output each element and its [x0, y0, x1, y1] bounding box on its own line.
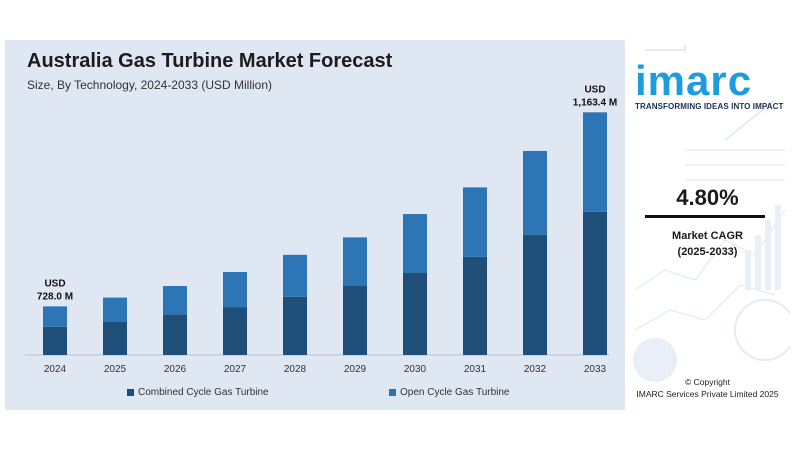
imarc-logo: imarc: [635, 57, 753, 104]
annotation-value-2024: 728.0 M: [37, 291, 73, 302]
infographic-panel: Australia Gas Turbine Market Forecast Si…: [5, 40, 790, 410]
legend-item-combined-cycle: Combined Cycle Gas Turbine: [127, 387, 269, 398]
x-tick-label-2024: 2024: [44, 364, 67, 375]
x-tick-label-2033: 2033: [584, 364, 607, 375]
bar-open-cycle-2032: [523, 150, 547, 235]
bar-open-cycle-2026: [163, 286, 187, 315]
cagr-label: Market CAGR (2025-2033): [625, 228, 790, 260]
copyright-line: © Copyright: [684, 377, 730, 387]
x-tick-label-2027: 2027: [224, 364, 247, 375]
bar-combined-cycle-2027: [223, 307, 247, 355]
x-tick-label-2031: 2031: [464, 364, 487, 375]
annotation-unit-2033: USD: [584, 84, 605, 95]
bar-combined-cycle-2033: [583, 211, 607, 355]
cagr-divider: [645, 215, 765, 218]
annotation-unit-2024: USD: [44, 278, 65, 289]
bar-open-cycle-2030: [403, 214, 427, 273]
chart-title: Australia Gas Turbine Market Forecast: [27, 50, 393, 72]
bar-combined-cycle-2028: [283, 296, 307, 355]
bar-combined-cycle-2025: [103, 321, 127, 355]
x-tick-label-2032: 2032: [524, 364, 547, 375]
bar-combined-cycle-2026: [163, 314, 187, 355]
bar-combined-cycle-2032: [523, 234, 547, 355]
copyright-owner: IMARC Services Private Limited 2025: [636, 389, 779, 399]
bar-open-cycle-2027: [223, 271, 247, 308]
legend-item-open-cycle: Open Cycle Gas Turbine: [389, 387, 510, 398]
chart-area: Australia Gas Turbine Market Forecast Si…: [5, 40, 625, 410]
logo-tagline: TRANSFORMING IDEAS INTO IMPACT: [635, 102, 784, 111]
bar-chart: 2024 2025 2026 2027 2028 2029 2030 2031 2032 2033…: [25, 84, 617, 375]
bar-combined-cycle-2024: [43, 326, 67, 355]
bar-open-cycle-2025: [103, 297, 127, 322]
x-tick-label-2028: 2028: [284, 364, 307, 375]
bar-open-cycle-2029: [343, 237, 367, 287]
copyright: © Copyright IMARC Services Private Limit…: [625, 376, 790, 400]
x-tick-label-2029: 2029: [344, 364, 367, 375]
bar-combined-cycle-2029: [343, 286, 367, 355]
bar-open-cycle-2033: [583, 112, 607, 212]
x-tick-label-2025: 2025: [104, 364, 127, 375]
bar-open-cycle-2031: [463, 187, 487, 257]
chart-subtitle: Size, By Technology, 2024-2033 (USD Mill…: [27, 78, 273, 92]
decorative-background: [633, 45, 790, 382]
sidebar: imarc TRANSFORMING IDEAS INTO IMPACT 4.8…: [625, 40, 790, 410]
legend-swatch-open-cycle: [389, 389, 396, 396]
legend-swatch-combined-cycle: [127, 389, 134, 396]
cagr-value: 4.80%: [676, 185, 739, 210]
bar-combined-cycle-2030: [403, 272, 427, 355]
bar-combined-cycle-2031: [463, 256, 487, 355]
x-tick-label-2030: 2030: [404, 364, 427, 375]
legend-label-combined-cycle: Combined Cycle Gas Turbine: [138, 387, 269, 398]
bar-open-cycle-2024: [43, 306, 67, 327]
bar-open-cycle-2028: [283, 254, 307, 297]
annotation-value-2033: 1,163.4 M: [573, 97, 617, 108]
x-tick-label-2026: 2026: [164, 364, 187, 375]
chart-legend: Combined Cycle Gas Turbine Open Cycle Ga…: [5, 387, 625, 401]
cagr-period: (2025-2033): [677, 246, 738, 258]
legend-label-open-cycle: Open Cycle Gas Turbine: [400, 387, 510, 398]
cagr-label-text: Market CAGR: [672, 230, 743, 242]
